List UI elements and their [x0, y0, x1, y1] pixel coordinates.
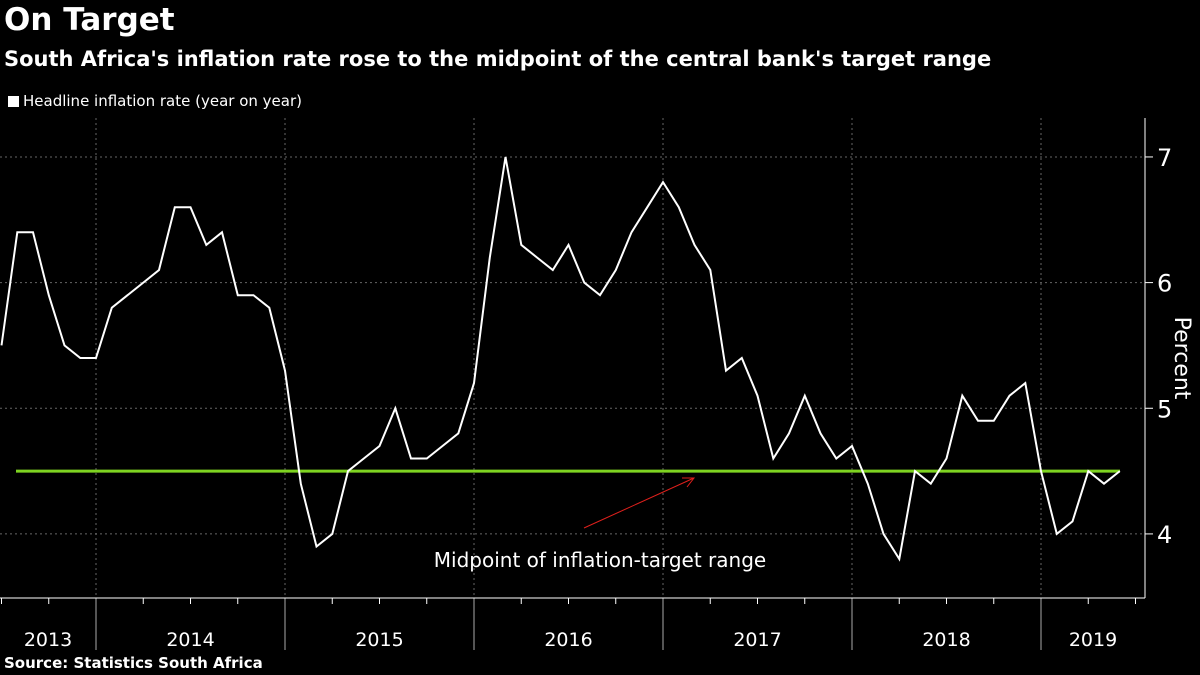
y-axis-label: Percent — [1169, 317, 1194, 400]
x-tick-label: 2018 — [922, 629, 970, 651]
legend: Headline inflation rate (year on year) — [8, 92, 302, 110]
y-tick-label: 4 — [1157, 521, 1172, 549]
x-tick-label: 2016 — [544, 629, 592, 651]
source-note: Source: Statistics South Africa — [4, 654, 263, 672]
y-tick-label: 5 — [1157, 395, 1172, 423]
annotation-label: Midpoint of inflation-target range — [434, 548, 766, 572]
x-tick-label: 2019 — [1069, 629, 1117, 651]
legend-swatch — [8, 95, 19, 107]
x-tick-label: 2014 — [166, 629, 214, 651]
chart-subtitle: South Africa's inflation rate rose to th… — [4, 47, 992, 71]
y-tick-label: 6 — [1157, 270, 1172, 298]
x-tick-label: 2017 — [733, 629, 781, 651]
legend-label: Headline inflation rate (year on year) — [23, 92, 302, 110]
series-line — [0, 156, 1121, 562]
chart-title: On Target — [4, 2, 175, 38]
annotation-arrowhead — [682, 477, 696, 488]
y-tick-label: 7 — [1157, 144, 1172, 172]
x-tick-label: 2015 — [355, 629, 403, 651]
annotation-arrow — [583, 477, 695, 529]
x-tick-label: 2013 — [24, 629, 72, 651]
